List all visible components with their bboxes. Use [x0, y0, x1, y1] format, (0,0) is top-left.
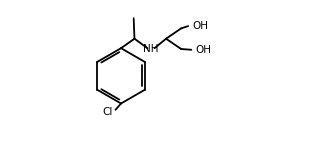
Text: OH: OH — [195, 45, 211, 55]
Text: Cl: Cl — [102, 107, 112, 117]
Text: OH: OH — [192, 21, 208, 31]
Text: NH: NH — [143, 44, 159, 54]
